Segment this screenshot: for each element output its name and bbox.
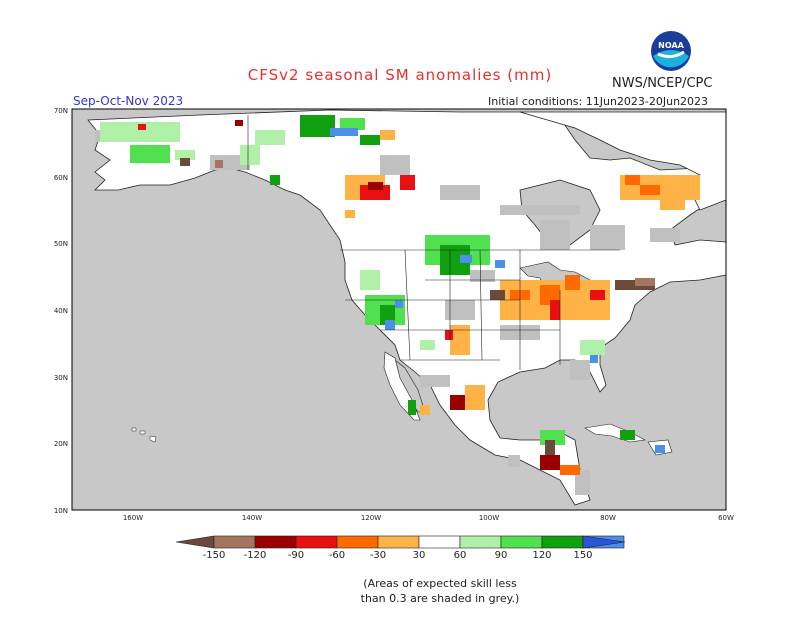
svg-text:60W: 60W [718, 514, 734, 522]
svg-text:50N: 50N [54, 240, 68, 248]
svg-text:60N: 60N [54, 174, 68, 182]
svg-text:100W: 100W [479, 514, 499, 522]
noaa-logo-text: NOAA [658, 41, 684, 50]
colorbar-bin [418, 535, 461, 549]
colorbar-bin [295, 535, 338, 549]
svg-text:80W: 80W [600, 514, 616, 522]
agency-label: NWS/NCEP/CPC [612, 76, 713, 91]
colorbar-label: -90 [288, 550, 304, 561]
season-label: Sep-Oct-Nov 2023 [73, 94, 184, 108]
skill-footnote: (Areas of expected skill less than 0.3 a… [320, 576, 560, 606]
map-title: CFSv2 seasonal SM anomalies (mm) [247, 66, 553, 84]
colorbar-bin [336, 535, 379, 549]
svg-text:70N: 70N [54, 107, 68, 115]
colorbar-label: 30 [413, 550, 426, 561]
hawaii-islands [131, 427, 157, 443]
colorbar-low-arrow [175, 535, 215, 549]
colorbar-label: 90 [495, 550, 508, 561]
svg-text:20N: 20N [54, 440, 68, 448]
svg-text:40N: 40N [54, 307, 68, 315]
colorbar-bin [500, 535, 543, 549]
colorbar-label: -120 [244, 550, 267, 561]
colorbar-label: 150 [573, 550, 592, 561]
colorbar-label: -150 [203, 550, 226, 561]
colorbar-label: 60 [454, 550, 467, 561]
noaa-logo-icon: NOAA [651, 31, 691, 71]
colorbar-bin [541, 535, 584, 549]
colorbar-label: 120 [532, 550, 551, 561]
svg-text:140W: 140W [242, 514, 262, 522]
colorbar-label: -30 [370, 550, 386, 561]
initial-conditions-label: Initial conditions: 11Jun2023-20Jun2023 [488, 95, 709, 108]
latitude-labels: 70N 60N 50N 40N 30N 20N 10N [54, 107, 68, 515]
longitude-labels: 160W 140W 120W 100W 80W 60W [123, 514, 734, 522]
colorbar: -150 -120 -90 -60 -30 30 60 90 120 150 [175, 535, 626, 561]
svg-text:120W: 120W [361, 514, 381, 522]
political-boundaries [247, 115, 620, 370]
svg-text:10N: 10N [54, 507, 68, 515]
svg-text:30N: 30N [54, 374, 68, 382]
colorbar-bin [377, 535, 420, 549]
colorbar-label: -60 [329, 550, 345, 561]
footnote-line-1: (Areas of expected skill less [363, 577, 517, 590]
colorbar-high-arrow [582, 535, 626, 549]
footnote-line-2: than 0.3 are shaded in grey.) [360, 592, 520, 605]
colorbar-bin [254, 535, 297, 549]
colorbar-bin [459, 535, 502, 549]
svg-text:160W: 160W [123, 514, 143, 522]
colorbar-bin [213, 535, 256, 549]
map-frame [71, 108, 727, 511]
